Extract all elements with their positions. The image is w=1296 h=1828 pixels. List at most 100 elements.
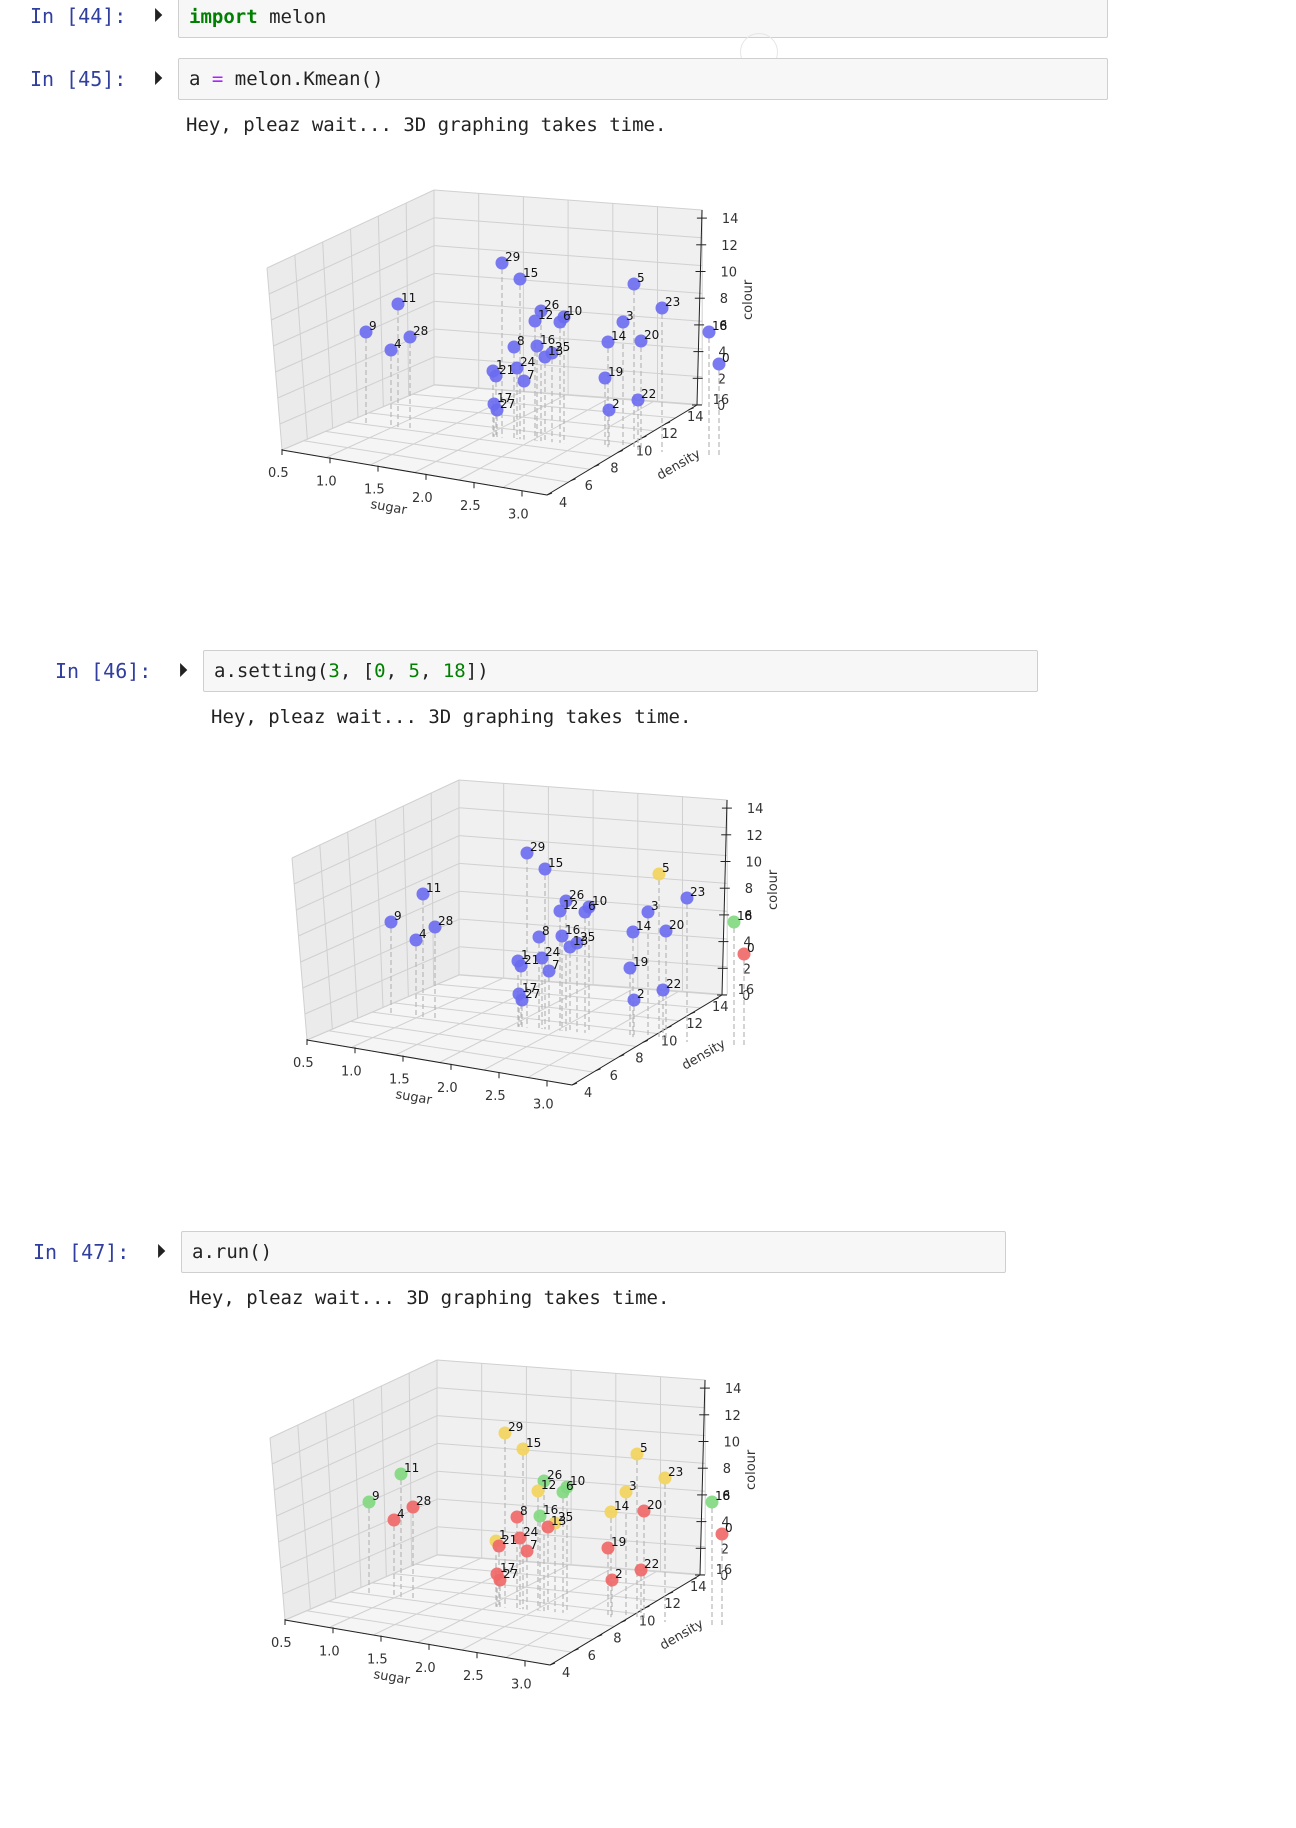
grid-line <box>415 993 680 1022</box>
data-point <box>520 846 534 860</box>
point-label: 23 <box>665 295 680 309</box>
point-label: 5 <box>637 271 645 285</box>
code-input[interactable]: a = melon.Kmean() <box>178 58 1108 100</box>
point-label: 28 <box>413 324 428 338</box>
code-input[interactable]: import melon <box>178 0 1108 38</box>
data-point <box>532 930 546 944</box>
code-token: 0 <box>374 660 386 682</box>
grid-line <box>291 857 308 1041</box>
grid-line <box>276 1443 438 1517</box>
data-point <box>517 374 531 388</box>
grid-line <box>325 430 590 470</box>
point-label: 6 <box>566 1479 574 1493</box>
data-point <box>495 256 509 270</box>
grid-line <box>458 890 728 912</box>
point-label: 12 <box>541 1478 556 1492</box>
point-label: 20 <box>644 328 659 342</box>
grid-line <box>306 1610 572 1653</box>
point-label: 18 <box>715 1489 730 1503</box>
run-cell-icon[interactable]: ⏵ <box>153 66 163 90</box>
grid-line <box>291 779 460 859</box>
point-label: 12 <box>538 308 553 322</box>
z-axis-line <box>699 1379 706 1576</box>
point-label: 19 <box>608 365 623 379</box>
z-tick-label: 10 <box>724 1436 741 1451</box>
x-tick-label: 1.0 <box>316 474 337 489</box>
y-tick-label: 6 <box>610 1069 618 1084</box>
y-tick <box>689 1011 696 1015</box>
x-tick-label: 0.5 <box>293 1056 314 1071</box>
code-input[interactable]: a.setting(3, [0, 5, 18]) <box>203 650 1038 692</box>
input-prompt: In [45]: <box>30 67 127 91</box>
grid-line <box>433 384 698 406</box>
point-label: 21 <box>502 1533 517 1547</box>
z-tick-label: 8 <box>720 292 728 307</box>
y-tick-label: 12 <box>664 1597 681 1612</box>
data-point <box>656 983 670 997</box>
point-label: 3 <box>626 309 634 323</box>
grid-line <box>325 387 479 458</box>
data-point <box>428 920 442 934</box>
point-label: 1 <box>521 948 529 962</box>
run-cell-icon[interactable]: ⏵ <box>178 658 188 682</box>
y-tick <box>570 478 576 482</box>
x-tick-label: 2.0 <box>437 1081 458 1096</box>
point-label: 23 <box>690 885 705 899</box>
x-tick-label: 2.5 <box>463 1669 484 1684</box>
data-point <box>537 1474 551 1488</box>
grid-line <box>458 807 728 829</box>
data-point <box>702 325 716 339</box>
data-point <box>578 905 592 919</box>
x-tick-label: 2.5 <box>485 1089 506 1104</box>
grid-line <box>458 974 723 996</box>
point-label: 16 <box>540 333 555 347</box>
grid-line <box>436 1415 706 1437</box>
code-input[interactable]: a.run() <box>181 1231 1006 1273</box>
point-label: 15 <box>548 856 563 870</box>
point-label: 2 <box>615 1567 623 1581</box>
grid-line <box>347 421 612 457</box>
grid-line <box>405 202 410 396</box>
x-axis-line <box>284 1619 551 1666</box>
grid-line <box>436 1498 706 1520</box>
grid-line <box>433 189 703 211</box>
code-token: a.run() <box>192 1241 273 1263</box>
x-tick-label: 3.0 <box>508 508 529 523</box>
grid-line <box>417 1564 569 1643</box>
data-point <box>563 940 577 954</box>
grid-line <box>347 831 359 1019</box>
data-point <box>406 1500 420 1514</box>
grid-line <box>433 245 703 267</box>
grid-line <box>266 189 435 269</box>
y-axis-label: density <box>655 446 704 483</box>
z-axis-label: colour <box>744 1449 759 1490</box>
grid-line <box>278 1470 438 1543</box>
point-label: 8 <box>517 334 525 348</box>
z-tick-label: 14 <box>722 212 739 227</box>
z-axis-label: colour <box>741 279 756 320</box>
grid-line <box>266 267 283 451</box>
point-label: 11 <box>404 1461 419 1475</box>
data-point <box>513 1531 527 1545</box>
code-token: , [ <box>339 660 375 682</box>
point-label: 8 <box>520 1504 528 1518</box>
output-text: Hey, pleaz wait... 3D graphing takes tim… <box>211 706 692 728</box>
data-point <box>605 1573 619 1587</box>
y-tick-label: 12 <box>686 1017 703 1032</box>
x-tick-label: 1.5 <box>364 483 385 498</box>
point-label: 19 <box>633 955 648 969</box>
point-label: 3 <box>629 1479 637 1493</box>
data-point <box>528 314 542 328</box>
y-tick-label: 10 <box>661 1034 678 1049</box>
run-cell-icon[interactable]: ⏵ <box>156 1239 166 1263</box>
z-tick-label: 4 <box>743 936 751 951</box>
grid-line <box>350 1591 615 1627</box>
code-token: melon <box>257 6 327 28</box>
grid-line <box>271 1387 438 1465</box>
z-tick-label: 14 <box>747 802 764 817</box>
x-axis-label: sugar <box>369 497 408 518</box>
run-cell-icon[interactable]: ⏵ <box>153 3 163 27</box>
point-label: 21 <box>499 363 514 377</box>
z-tick-label: 0 <box>717 399 725 414</box>
